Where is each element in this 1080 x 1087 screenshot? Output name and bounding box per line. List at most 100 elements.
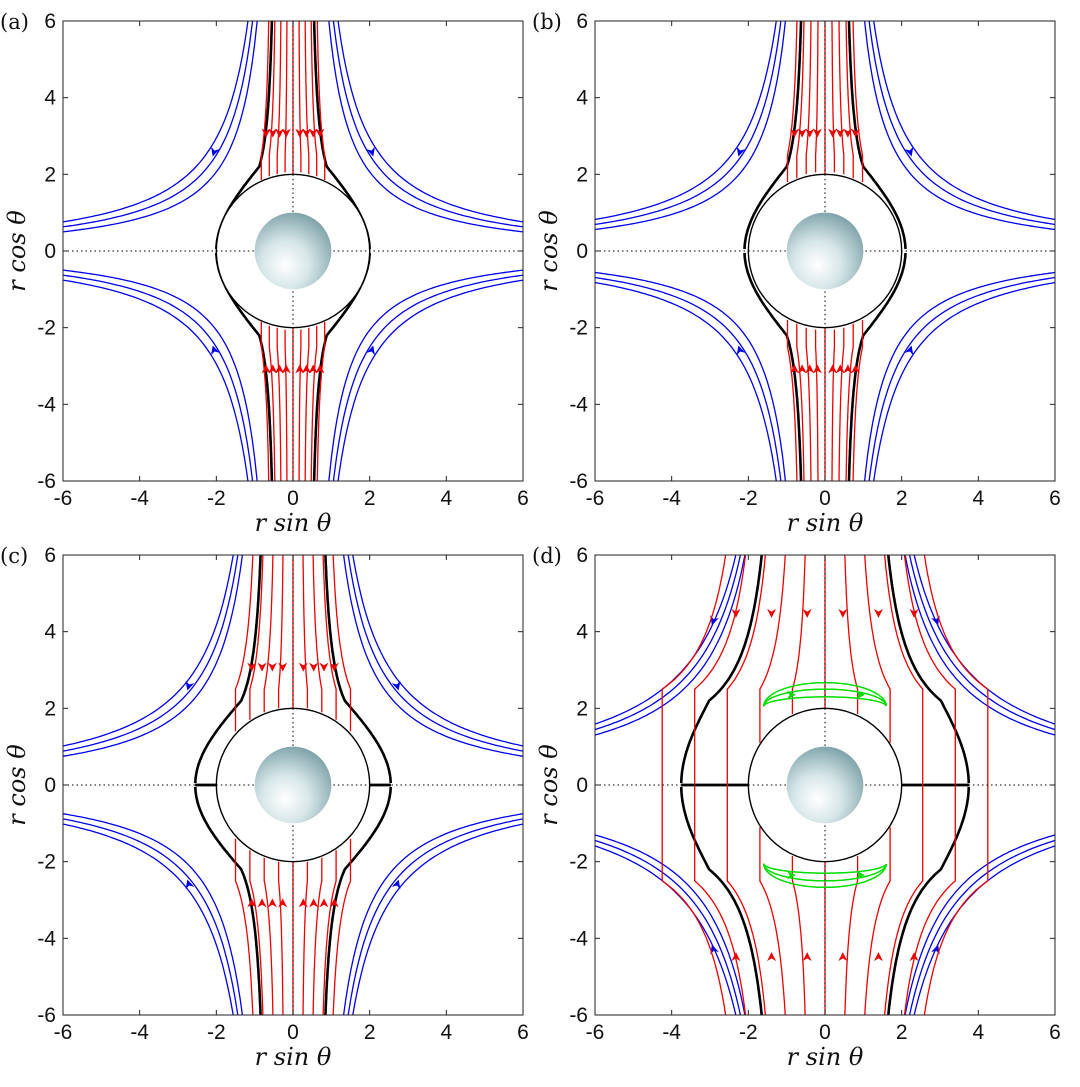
recirculation-streamline xyxy=(762,681,888,707)
sphere xyxy=(786,746,864,824)
inner-streamline xyxy=(883,555,924,785)
inner-streamline xyxy=(263,857,274,1015)
flow-arrow xyxy=(366,345,375,356)
outer-streamline xyxy=(595,834,746,1015)
flow-arrow xyxy=(812,128,822,138)
x-axis-label: r sin θ xyxy=(255,1043,332,1071)
outer-streamline xyxy=(595,21,777,221)
outer-streamline xyxy=(347,555,523,752)
panel-a: -6 -4 -2 0 2 4 6 -6 -4 -2 0 2 4 6 r sin θ r cos θ (a) xyxy=(0,10,529,537)
outer-streamline xyxy=(347,818,523,1015)
y-tick-label: 2 xyxy=(576,697,588,720)
flow-arrow xyxy=(797,128,807,138)
inner-streamline xyxy=(298,21,302,173)
flow-arrow xyxy=(931,944,940,955)
flow-arrow xyxy=(257,662,267,672)
inner-streamline xyxy=(277,861,284,1015)
flow-arrow xyxy=(873,608,883,618)
flow-arrow xyxy=(767,952,777,962)
x-tick-label: 0 xyxy=(819,487,831,510)
panel-label: (a) xyxy=(0,10,29,34)
flow-arrow xyxy=(786,870,796,880)
inner-streamline xyxy=(759,555,786,743)
x-tick-label: -6 xyxy=(586,1021,605,1044)
plot-area xyxy=(595,555,1055,1015)
inner-streamline xyxy=(284,329,288,481)
inner-streamline xyxy=(268,21,276,177)
flow-arrow xyxy=(268,364,278,374)
flow-arrow xyxy=(319,662,329,672)
outer-streamline xyxy=(63,274,254,481)
flow-arrow xyxy=(329,898,339,908)
outer-streamline xyxy=(595,281,777,481)
x-tick-label: 0 xyxy=(819,1021,831,1044)
y-tick-label: -2 xyxy=(37,317,56,340)
x-tick-label: -4 xyxy=(662,487,681,510)
inner-streamline xyxy=(661,555,727,785)
inner-streamline xyxy=(332,838,352,1015)
inner-streamline xyxy=(304,327,310,481)
outer-streamline xyxy=(352,823,523,1015)
outer-streamline xyxy=(63,818,239,1015)
inner-streamline xyxy=(903,785,956,1015)
y-axis-label: r cos θ xyxy=(3,744,31,826)
outer-streamline xyxy=(595,276,782,481)
separatrix xyxy=(324,555,392,784)
flow-arrow xyxy=(843,364,853,374)
outer-streamline xyxy=(868,21,1055,226)
flow-arrow xyxy=(301,128,311,138)
flow-arrow xyxy=(731,608,741,618)
flow-arrow xyxy=(257,898,267,908)
outer-streamline xyxy=(337,279,523,481)
x-tick-label: 6 xyxy=(1049,1021,1061,1044)
sphere xyxy=(254,212,332,290)
flow-arrow xyxy=(185,879,195,890)
inner-streamline xyxy=(332,555,352,732)
outer-streamline xyxy=(908,555,1055,731)
y-axis-label: r cos θ xyxy=(535,210,563,292)
x-tick-label: -6 xyxy=(586,487,605,510)
flow-arrow xyxy=(731,952,741,962)
outer-streamline xyxy=(863,271,1055,481)
flow-arrow xyxy=(309,898,319,908)
flow-arrow xyxy=(838,952,848,962)
inner-streamline xyxy=(277,555,284,709)
inner-streamline xyxy=(260,21,270,181)
outer-streamline xyxy=(63,555,239,752)
plot-area xyxy=(595,21,1055,481)
inner-streamline xyxy=(316,321,326,481)
inner-streamline xyxy=(694,555,747,785)
flow-arrow xyxy=(315,364,325,374)
x-tick-label: 2 xyxy=(364,1021,376,1044)
flow-arrow xyxy=(247,898,257,908)
inner-streamline xyxy=(759,827,786,1015)
y-tick-label: 2 xyxy=(576,163,588,186)
x-tick-label: 6 xyxy=(517,487,529,510)
outer-streamline xyxy=(63,269,258,481)
flow-arrow xyxy=(710,944,719,955)
plot-area xyxy=(63,21,523,481)
inner-streamline xyxy=(786,320,798,481)
flow-arrow xyxy=(308,128,318,138)
outer-streamline xyxy=(63,279,249,481)
flow-arrow xyxy=(850,364,860,374)
flow-arrow xyxy=(308,364,318,374)
x-tick-label: 2 xyxy=(364,487,376,510)
flow-arrow xyxy=(278,898,288,908)
inner-streamline xyxy=(312,857,323,1015)
x-tick-label: -4 xyxy=(662,1021,681,1044)
y-tick-label: 0 xyxy=(576,240,588,263)
separatrix xyxy=(194,555,262,784)
separatrix xyxy=(886,786,970,1015)
y-tick-label: -4 xyxy=(37,927,56,950)
flow-arrow xyxy=(850,128,860,138)
separatrix xyxy=(847,21,907,250)
y-tick-label: -6 xyxy=(569,1004,588,1027)
inner-streamline xyxy=(661,785,727,1015)
flow-arrow xyxy=(843,128,853,138)
inner-streamline xyxy=(260,321,270,481)
inner-streamline xyxy=(864,555,891,743)
flow-arrow xyxy=(298,898,308,908)
separatrix xyxy=(743,252,803,481)
